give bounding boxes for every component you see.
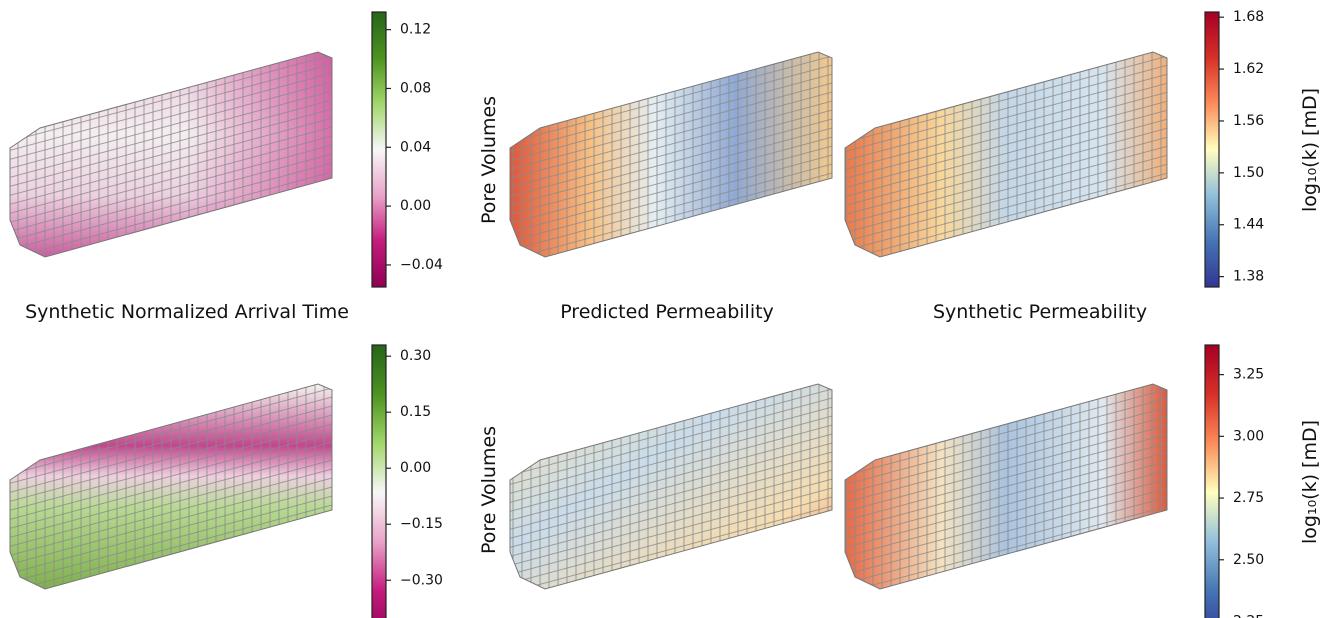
colorbar-tick-label: −0.15 xyxy=(400,516,443,532)
colorbar-tick-label: 2.25 xyxy=(1233,613,1264,618)
colorbar-tick-label: −0.04 xyxy=(400,257,443,273)
colorbar xyxy=(371,344,387,618)
colorbar xyxy=(1204,11,1220,288)
colorbar-tick-label: 2.75 xyxy=(1233,490,1264,506)
colorbar-tick-label: 0.08 xyxy=(400,80,431,96)
colorbar-tick-label: 0.00 xyxy=(400,198,431,214)
colorbar-tick-label: 1.62 xyxy=(1233,61,1264,77)
caption: Synthetic Normalized Arrival Time xyxy=(25,301,349,323)
colorbar-tick-label: 0.30 xyxy=(400,348,431,364)
colorbar-tick-label: 1.68 xyxy=(1233,9,1264,25)
voxel-renders xyxy=(9,51,1168,590)
caption: Predicted Permeability xyxy=(560,301,774,323)
colorbar xyxy=(1204,344,1220,618)
voxel-grid xyxy=(10,52,332,257)
voxel-outline xyxy=(509,51,833,258)
colorbar-tick-label: 1.50 xyxy=(1233,165,1264,181)
voxel-grid xyxy=(510,384,832,589)
colorbar-tick-label: −0.30 xyxy=(400,572,443,588)
colorbar-label: log₁₀(k) [mD] xyxy=(1299,420,1321,544)
colorbar-tick-label: 1.56 xyxy=(1233,113,1264,129)
voxel-outline xyxy=(9,383,333,590)
voxel-outline xyxy=(9,51,333,258)
caption: Synthetic Permeability xyxy=(933,301,1147,323)
colorbar-tick-label: 0.12 xyxy=(400,22,431,38)
colorbar-tick-label: 0.00 xyxy=(400,460,431,476)
voxel-grid xyxy=(10,384,332,589)
voxel-outline xyxy=(844,51,1168,258)
colorbar-tick-label: 0.15 xyxy=(400,404,431,420)
y-label: Pore Volumes xyxy=(478,426,500,554)
colorbar-tick-label: 1.44 xyxy=(1233,217,1264,233)
y-label: Pore Volumes xyxy=(478,96,500,224)
colorbar-tick-label: 3.00 xyxy=(1233,428,1264,444)
colorbar xyxy=(371,11,387,288)
voxel-grid xyxy=(510,52,832,257)
voxel-grid xyxy=(845,52,1167,257)
colorbar-tick-label: 0.04 xyxy=(400,139,431,155)
colorbar-label: log₁₀(k) [mD] xyxy=(1299,88,1321,212)
voxel-grid xyxy=(845,384,1167,589)
colorbar-tick-label: 1.38 xyxy=(1233,269,1264,285)
voxel-outline xyxy=(844,383,1168,590)
colorbar-tick-label: 3.25 xyxy=(1233,367,1264,383)
colorbar-tick-label: 2.50 xyxy=(1233,552,1264,568)
voxel-outline xyxy=(509,383,833,590)
